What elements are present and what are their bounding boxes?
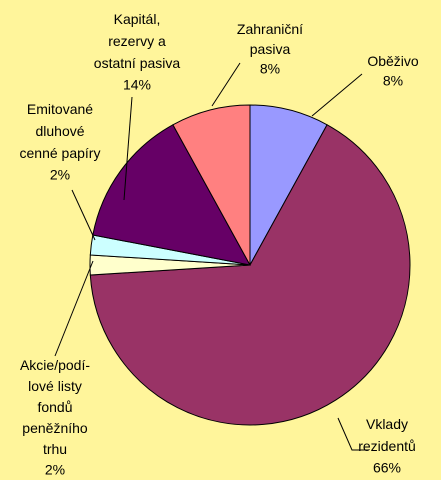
value-label: 8% [260,61,280,77]
slice-label: Zahraniční pasiva [237,21,303,57]
pie-slice [172,104,251,266]
value-label: 66% [373,460,401,476]
leader-line [54,260,94,357]
slice-label: Kapitál, rezervy a ostatní pasiva [94,11,181,71]
slice-label: Oběživo [367,53,419,69]
leader-line [71,189,96,241]
pie-slice [89,124,411,426]
value-label: 2% [50,167,70,183]
leader-line [123,96,133,201]
value-label: 14% [123,77,151,93]
slice-label: Vklady rezidentů [358,416,416,454]
leader-line [311,73,363,117]
value-label: 2% [45,462,65,478]
leader-line [337,417,368,451]
pie-slice [92,124,251,266]
slice-label: Emitované dluhové cenné papíry [20,101,101,161]
value-label: 8% [383,73,403,89]
leader-line [211,62,241,107]
slice-label: Akcie/podí-lové listy fondů peněžního trhu [20,357,90,457]
